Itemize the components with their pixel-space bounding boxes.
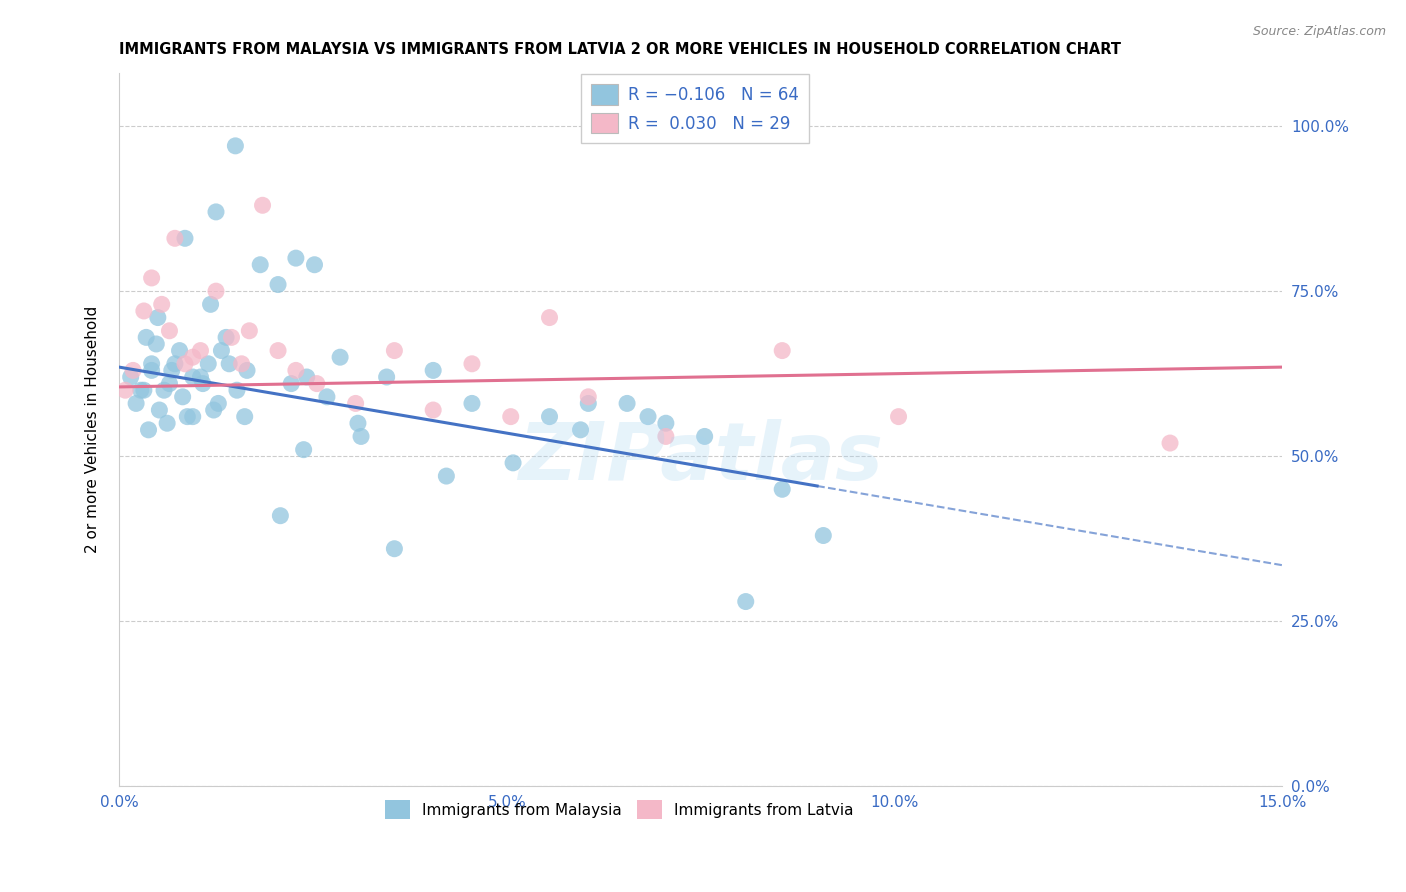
Point — [202, 403, 225, 417]
Point — [233, 409, 256, 424]
Point — [138, 423, 160, 437]
Point — [422, 403, 444, 417]
Point — [461, 396, 484, 410]
Point — [1159, 436, 1181, 450]
Point — [375, 370, 398, 384]
Point — [734, 594, 756, 608]
Point — [655, 416, 678, 430]
Point — [190, 370, 212, 384]
Point — [576, 396, 599, 410]
Point — [637, 409, 659, 424]
Point — [114, 383, 136, 397]
Point — [267, 277, 290, 292]
Point — [145, 337, 167, 351]
Point — [292, 442, 315, 457]
Point — [141, 271, 163, 285]
Point — [163, 357, 186, 371]
Point — [190, 343, 212, 358]
Point — [132, 383, 155, 397]
Point — [218, 357, 240, 371]
Point — [284, 363, 307, 377]
Point — [221, 330, 243, 344]
Point — [269, 508, 291, 523]
Point — [813, 528, 835, 542]
Point — [156, 416, 179, 430]
Point — [150, 297, 173, 311]
Point — [538, 409, 561, 424]
Point — [295, 370, 318, 384]
Point — [160, 363, 183, 377]
Point — [176, 409, 198, 424]
Point — [502, 456, 524, 470]
Point — [125, 396, 148, 410]
Text: Source: ZipAtlas.com: Source: ZipAtlas.com — [1253, 25, 1386, 38]
Point — [347, 416, 370, 430]
Point — [205, 205, 228, 219]
Point — [238, 324, 260, 338]
Point — [384, 343, 406, 358]
Point — [122, 363, 145, 377]
Point — [316, 390, 339, 404]
Point — [305, 376, 328, 391]
Y-axis label: 2 or more Vehicles in Household: 2 or more Vehicles in Household — [86, 306, 100, 553]
Point — [141, 357, 163, 371]
Point — [181, 350, 204, 364]
Point — [159, 376, 181, 391]
Point — [148, 403, 170, 417]
Point — [205, 284, 228, 298]
Point — [350, 429, 373, 443]
Point — [200, 297, 222, 311]
Point — [197, 357, 219, 371]
Point — [344, 396, 367, 410]
Point — [616, 396, 638, 410]
Text: ZIPatlas: ZIPatlas — [519, 419, 883, 498]
Point — [226, 383, 249, 397]
Point — [499, 409, 522, 424]
Point — [770, 483, 793, 497]
Point — [569, 423, 592, 437]
Point — [422, 363, 444, 377]
Point — [174, 357, 197, 371]
Point — [267, 343, 290, 358]
Point — [215, 330, 238, 344]
Point — [887, 409, 910, 424]
Point — [120, 370, 142, 384]
Point — [141, 363, 163, 377]
Point — [163, 231, 186, 245]
Point — [169, 343, 191, 358]
Point — [209, 343, 232, 358]
Point — [207, 396, 229, 410]
Point — [146, 310, 169, 325]
Point — [249, 258, 271, 272]
Point — [181, 409, 204, 424]
Point — [693, 429, 716, 443]
Point — [655, 429, 678, 443]
Point — [159, 324, 181, 338]
Point — [135, 330, 157, 344]
Point — [252, 198, 274, 212]
Point — [172, 390, 194, 404]
Point — [153, 383, 176, 397]
Point — [174, 231, 197, 245]
Point — [129, 383, 152, 397]
Point — [434, 469, 457, 483]
Point — [770, 343, 793, 358]
Point — [284, 251, 307, 265]
Point — [191, 376, 214, 391]
Text: IMMIGRANTS FROM MALAYSIA VS IMMIGRANTS FROM LATVIA 2 OR MORE VEHICLES IN HOUSEHO: IMMIGRANTS FROM MALAYSIA VS IMMIGRANTS F… — [120, 42, 1121, 57]
Legend: Immigrants from Malaysia, Immigrants from Latvia: Immigrants from Malaysia, Immigrants fro… — [380, 795, 859, 825]
Point — [236, 363, 259, 377]
Point — [304, 258, 326, 272]
Point — [132, 304, 155, 318]
Point — [461, 357, 484, 371]
Point — [329, 350, 352, 364]
Point — [231, 357, 253, 371]
Point — [181, 370, 204, 384]
Point — [576, 390, 599, 404]
Point — [538, 310, 561, 325]
Point — [384, 541, 406, 556]
Point — [280, 376, 302, 391]
Point — [224, 139, 246, 153]
